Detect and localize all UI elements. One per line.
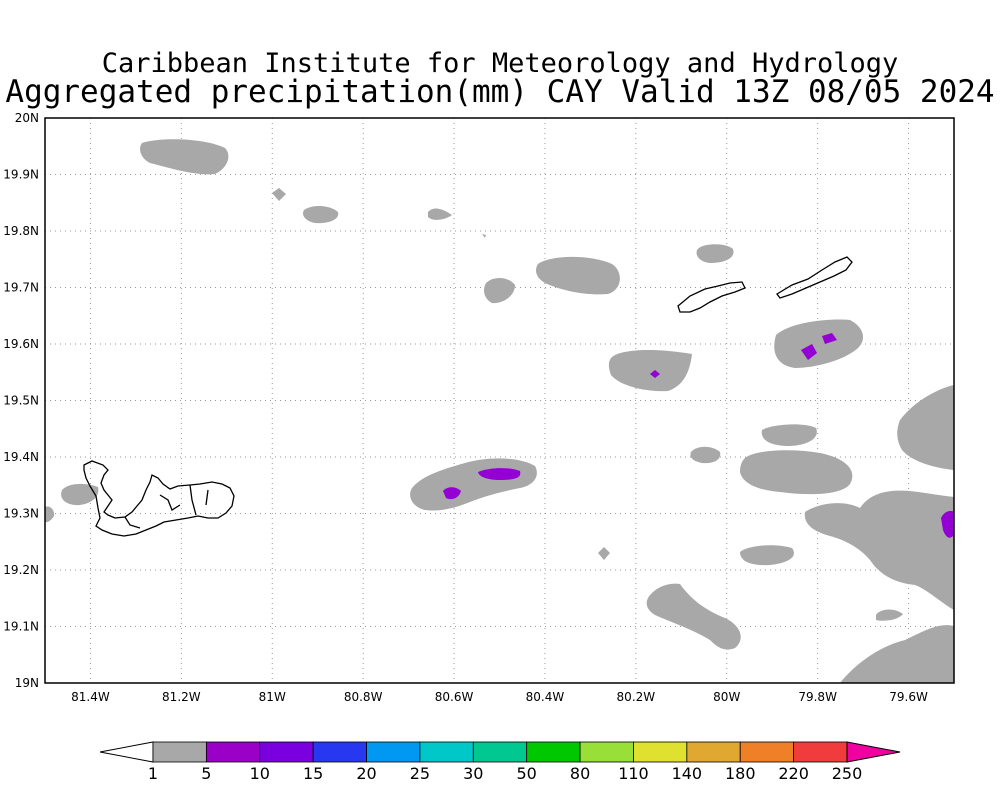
precip-area bbox=[598, 547, 610, 560]
precip-area bbox=[482, 234, 486, 238]
colorbar-bin bbox=[579, 741, 634, 763]
map-frame bbox=[44, 117, 955, 684]
precip-area bbox=[876, 609, 903, 621]
latitude-tick-label: 19.9N bbox=[3, 168, 39, 182]
precip-area bbox=[428, 208, 452, 220]
colorbar-label: 1 bbox=[148, 764, 158, 783]
colorbar-label: 220 bbox=[778, 764, 809, 783]
colorbar-label: 10 bbox=[250, 764, 270, 783]
colorbar-label: 80 bbox=[570, 764, 590, 783]
grand-cayman-island bbox=[83, 460, 235, 537]
precip-areas-5-10mm bbox=[443, 333, 954, 538]
grand-cayman-district-line bbox=[124, 484, 209, 529]
longitude-tick-label: 79.6W bbox=[889, 690, 928, 704]
colorbar-bin bbox=[366, 741, 421, 763]
latitude-tick-label: 19N bbox=[15, 676, 39, 690]
colorbar-bin bbox=[633, 741, 688, 763]
precip-area bbox=[740, 450, 853, 495]
colorbar-label: 250 bbox=[832, 764, 863, 783]
precip-areas-1-5mm bbox=[45, 139, 954, 683]
longitude-tick-label: 81.4W bbox=[71, 690, 110, 704]
colorbar-label: 20 bbox=[356, 764, 376, 783]
colorbar-bin bbox=[259, 741, 314, 763]
precip-area bbox=[608, 350, 692, 392]
map-grid bbox=[45, 118, 954, 683]
colorbar-label: 5 bbox=[201, 764, 211, 783]
precip-area bbox=[690, 446, 721, 464]
colorbar-bin bbox=[686, 741, 741, 763]
precip-area bbox=[646, 583, 741, 650]
latitude-tick-label: 19.5N bbox=[3, 394, 39, 408]
islands bbox=[83, 256, 853, 537]
latitude-tick-label: 19.8N bbox=[3, 224, 39, 238]
longitude-tick-label: 81.2W bbox=[162, 690, 201, 704]
longitude-tick-label: 80.6W bbox=[435, 690, 474, 704]
precip-area bbox=[740, 545, 794, 566]
latitude-tick-label: 20N bbox=[15, 111, 39, 125]
precip-area bbox=[650, 370, 660, 378]
colorbar-bin bbox=[419, 741, 474, 763]
precip-area bbox=[61, 483, 99, 506]
colorbar: 1 5 10 15 20 25 30 50 80 110 140 180 220 250 bbox=[99, 741, 901, 783]
precip-area bbox=[840, 625, 954, 683]
precip-area bbox=[897, 385, 954, 470]
colorbar-label: 50 bbox=[517, 764, 537, 783]
latitude-tick-label: 19.6N bbox=[3, 337, 39, 351]
latitude-tick-label: 19.2N bbox=[3, 563, 39, 577]
precip-area bbox=[303, 206, 339, 224]
precip-area bbox=[140, 139, 229, 175]
colorbar-bin bbox=[472, 741, 528, 763]
precip-area bbox=[484, 277, 515, 304]
latitude-tick-label: 19.7N bbox=[3, 281, 39, 295]
precip-area bbox=[822, 333, 837, 344]
colorbar-label: 25 bbox=[410, 764, 430, 783]
longitude-tick-label: 79.8W bbox=[798, 690, 837, 704]
chart-title-line-2: Aggregated precipitation(mm) CAY Valid 1… bbox=[5, 74, 995, 110]
longitude-tick-label: 80.8W bbox=[344, 690, 383, 704]
longitude-labels: 81.4W 81.2W 81W 80.8W 80.6W 80.4W 80.2W 80W 79.8… bbox=[71, 690, 928, 704]
colorbar-label: 180 bbox=[725, 764, 756, 783]
longitude-tick-label: 80W bbox=[713, 690, 740, 704]
precip-area bbox=[941, 510, 954, 538]
longitude-tick-label: 80.4W bbox=[526, 690, 565, 704]
colorbar-bin bbox=[526, 741, 581, 763]
precip-area bbox=[443, 487, 461, 500]
colorbar-label: 110 bbox=[618, 764, 649, 783]
colorbar-label: 30 bbox=[463, 764, 483, 783]
longitude-tick-label: 80.2W bbox=[617, 690, 656, 704]
colorbar-under-triangle bbox=[99, 741, 154, 763]
latitude-tick-label: 19.3N bbox=[3, 507, 39, 521]
little-cayman-island bbox=[677, 281, 746, 313]
precip-area bbox=[801, 344, 817, 360]
colorbar-label: 15 bbox=[303, 764, 323, 783]
colorbar-bin bbox=[205, 741, 261, 763]
precip-area bbox=[272, 188, 286, 201]
colorbar-bin bbox=[152, 741, 207, 763]
precip-area bbox=[536, 256, 620, 295]
precip-area bbox=[696, 244, 734, 263]
colorbar-label: 140 bbox=[672, 764, 703, 783]
chart-title-line-1: Caribbean Institute for Meteorology and … bbox=[101, 48, 899, 79]
latitude-tick-label: 19.1N bbox=[3, 620, 39, 634]
precip-area bbox=[761, 424, 817, 446]
map-background bbox=[45, 118, 954, 683]
colorbar-bin bbox=[739, 741, 795, 763]
precip-area bbox=[804, 490, 954, 610]
precip-area bbox=[45, 506, 55, 523]
longitude-tick-label: 81W bbox=[259, 690, 286, 704]
latitude-tick-label: 19.4N bbox=[3, 450, 39, 464]
cayman-brac-island bbox=[776, 256, 853, 299]
colorbar-bin bbox=[312, 741, 367, 763]
colorbar-over-triangle bbox=[846, 741, 901, 763]
precip-area bbox=[774, 319, 864, 368]
latitude-labels: 20N 19.9N 19.8N 19.7N 19.6N 19.5N 19.4N 19.3N 19… bbox=[3, 111, 39, 690]
precip-area bbox=[478, 468, 521, 480]
colorbar-bin bbox=[793, 741, 848, 763]
